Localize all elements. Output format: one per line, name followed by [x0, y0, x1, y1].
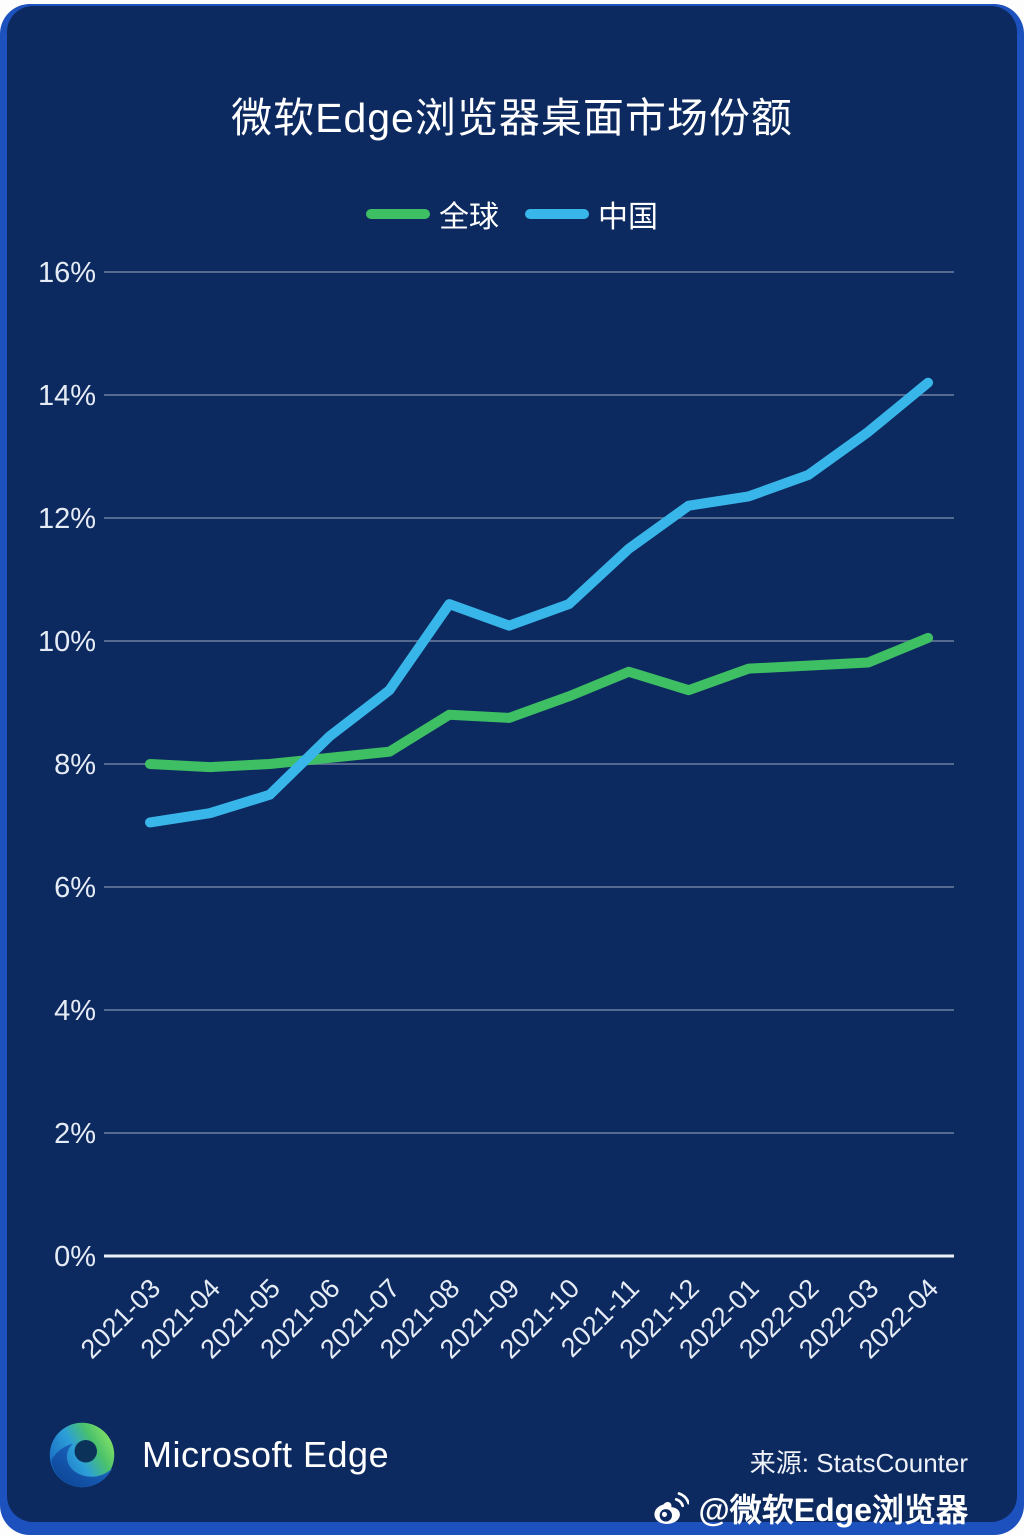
- legend-swatch-global: [366, 209, 430, 219]
- chart-title: 微软Edge浏览器桌面市场份额: [231, 95, 793, 141]
- weibo-icon: [654, 1491, 689, 1524]
- microsoft-edge-logo: [49, 1422, 115, 1488]
- source-label: 来源: StatsCounter: [749, 1448, 968, 1478]
- footer-source: 来源: StatsCounter @微软Edge浏览器: [649, 1443, 968, 1531]
- footer-brand: Microsoft Edge: [46, 1419, 389, 1491]
- legend-item-china: 中国: [525, 192, 658, 236]
- weibo-line: @微软Edge浏览器: [649, 1485, 968, 1531]
- legend-swatch-china: [525, 209, 589, 219]
- brand-text: Microsoft Edge: [142, 1434, 390, 1475]
- legend-label-global: 全球: [439, 201, 499, 234]
- weibo-handle: @微软Edge浏览器: [698, 1492, 968, 1528]
- chart-legend: 全球 中国: [0, 192, 1024, 236]
- legend-item-global: 全球: [366, 192, 499, 236]
- legend-label-china: 中国: [598, 201, 658, 234]
